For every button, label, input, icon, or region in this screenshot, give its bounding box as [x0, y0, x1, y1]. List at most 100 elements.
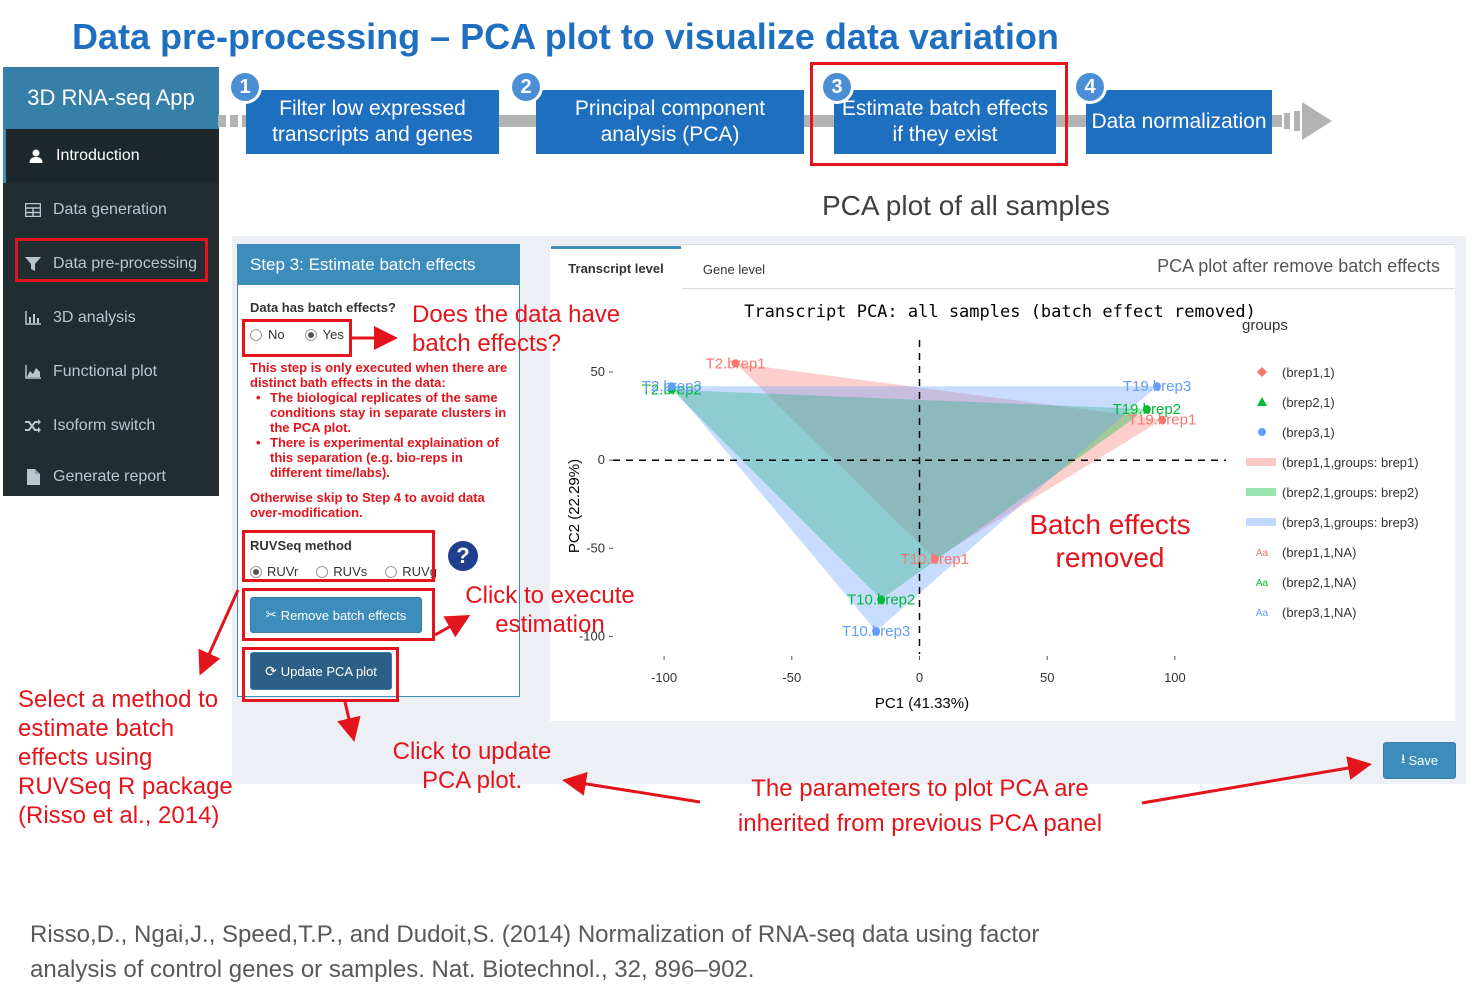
point-label: T19.brep2	[1113, 401, 1181, 418]
annotation-batch-removed: Batch effects removed	[1029, 509, 1191, 573]
legend-marker-text: Aa	[1256, 578, 1269, 589]
y-tick-label: 50	[591, 364, 605, 379]
data-point	[872, 627, 881, 636]
sidebar-item-generate-report[interactable]: Generate report	[3, 450, 219, 504]
chart-title: Transcript PCA: all samples (batch effec…	[744, 302, 1256, 322]
workflow-step-2: Principal component analysis (PCA)	[536, 90, 804, 154]
point-label: T2.brep1	[706, 355, 766, 372]
table-icon	[23, 200, 43, 220]
x-tick-label: -100	[651, 670, 677, 685]
hull-brep1	[735, 363, 1163, 559]
plot-panel	[550, 244, 1455, 721]
workflow-step-1: Filter low expressed transcripts and gen…	[246, 90, 499, 154]
radio-ruvr[interactable]	[250, 565, 262, 578]
batch-effect-radio-group: No Yes	[250, 327, 344, 342]
remove-batch-effects-button[interactable]: ✂ Remove batch effects	[250, 597, 422, 633]
sidebar-item-introduction[interactable]: Introduction	[3, 129, 219, 183]
pca-chart: Transcript PCA: all samples (batch effec…	[566, 302, 1419, 712]
legend-marker-text: Aa	[1256, 608, 1269, 619]
radio-yes[interactable]	[304, 328, 317, 341]
point-label: T19.brep3	[1123, 378, 1191, 395]
sidebar-item-3d-analysis[interactable]: 3D analysis	[3, 291, 219, 345]
app-name: 3D RNA-seq App	[3, 67, 219, 129]
data-point	[731, 359, 740, 368]
radio-ruvs[interactable]	[316, 565, 329, 578]
legend-label: (brep1,1)	[1282, 365, 1335, 380]
point-label: T2.brep2	[642, 382, 702, 399]
x-tick-label: 0	[916, 670, 923, 685]
data-point	[1158, 415, 1167, 424]
legend-label: (brep3,1,NA)	[1282, 605, 1356, 620]
help-icon[interactable]: ?	[448, 541, 478, 571]
update-pca-plot-button[interactable]: ⟳ Update PCA plot	[250, 652, 392, 690]
tab-transcript-level[interactable]: Transcript level	[551, 246, 681, 288]
y-tick-label: -100	[579, 628, 605, 643]
sidebar-item-isoform-switch[interactable]: Isoform switch	[3, 399, 219, 453]
legend-marker-triangle	[1257, 397, 1267, 406]
sidebar-item-data-preprocessing[interactable]: Data pre-processing	[3, 237, 219, 291]
sidebar-item-label: Generate report	[53, 468, 166, 485]
legend-marker-band	[1246, 488, 1276, 496]
highlight-data-preprocessing	[15, 238, 208, 282]
legend-label: (brep2,1,groups: brep2)	[1282, 485, 1419, 500]
legend-label: (brep2,1)	[1282, 395, 1335, 410]
bar-chart-icon	[23, 308, 43, 328]
legend-marker-diamond	[1257, 367, 1267, 377]
point-label: T10.brep2	[847, 591, 915, 608]
hull-brep2	[671, 389, 1147, 600]
y-axis-label: PC2 (22.29%)	[566, 459, 583, 553]
save-button[interactable]: ⭳ Save	[1383, 742, 1456, 779]
data-point	[877, 595, 886, 604]
workflow-step-4-number: 4	[1073, 70, 1107, 104]
sidebar-item-data-generation[interactable]: Data generation	[3, 183, 219, 237]
legend-label: (brep3,1,groups: brep3)	[1282, 515, 1419, 530]
pca-all-samples-label: PCA plot of all samples	[822, 190, 1110, 221]
legend-marker-text: Aa	[1256, 548, 1269, 559]
x-tick-label: -50	[782, 670, 801, 685]
x-tick-label: 100	[1164, 670, 1186, 685]
workflow-step-2-number: 2	[509, 70, 543, 104]
point-label: T10.brep3	[842, 623, 910, 640]
legend-label: (brep2,1,NA)	[1282, 575, 1356, 590]
download-icon: ⭳	[1400, 750, 1406, 766]
tab-gene-level[interactable]: Gene level	[702, 261, 766, 277]
sidebar-item-label: Data pre-processing	[53, 255, 198, 272]
citation: Risso,D., Ngai,J., Speed,T.P., and Dudoi…	[30, 921, 1040, 983]
workflow-step-1-number: 1	[228, 70, 262, 104]
note-bullet-2: There is experimental explaination of th…	[270, 435, 500, 480]
area-chart-icon	[23, 362, 43, 382]
radio-no[interactable]	[250, 328, 262, 341]
method-radio-group: RUVr RUVs RUVg	[250, 564, 437, 579]
hull-brep3	[671, 386, 1158, 632]
x-tick-label: 50	[1040, 670, 1054, 685]
batch-question-label: Data has batch effects?	[250, 300, 396, 315]
legend-marker-circle	[1258, 428, 1266, 436]
filter-icon	[23, 254, 43, 274]
y-tick-label: 0	[598, 452, 605, 467]
radio-ruvs-label: RUVs	[333, 564, 368, 579]
y-tick-label: -50	[586, 540, 605, 555]
radio-no-label: No	[268, 327, 285, 342]
radio-yes-label: Yes	[322, 327, 344, 342]
highlight-update-button	[242, 647, 399, 702]
highlight-batch-radio	[242, 319, 352, 357]
batch-note: This step is only executed when there ar…	[250, 360, 512, 520]
sidebar-item-label: 3D analysis	[53, 309, 136, 326]
user-icon	[26, 146, 46, 166]
highlight-method	[242, 530, 435, 582]
data-point	[1153, 382, 1162, 391]
legend-marker-band	[1246, 458, 1276, 466]
annotation-click-execute: Click to execute estimation	[465, 582, 635, 638]
annotation-click-update: Click to update PCA plot.	[392, 738, 552, 794]
sidebar-item-label: Data generation	[53, 201, 167, 218]
radio-ruvg[interactable]	[385, 565, 398, 578]
annotation-parameters-inherited: The parameters to plot PCA are inherited…	[737, 775, 1103, 837]
data-point	[1142, 405, 1151, 414]
legend-title: groups	[1242, 317, 1288, 334]
sidebar-item-functional-plot[interactable]: Functional plot	[3, 345, 219, 399]
radio-ruvg-label: RUVg	[402, 564, 437, 579]
annotation-select-method: Select a method to estimate batch effect…	[18, 686, 233, 829]
highlight-remove-button	[242, 588, 435, 641]
plot-panel-title: PCA plot after remove batch effects	[1157, 256, 1440, 276]
legend-label: (brep1,1,groups: brep1)	[1282, 455, 1419, 470]
